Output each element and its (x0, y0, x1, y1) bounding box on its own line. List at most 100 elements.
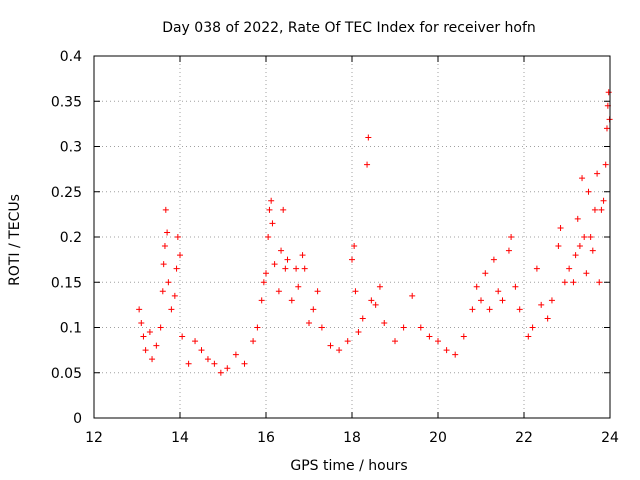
data-point (583, 270, 590, 277)
data-point (352, 288, 359, 295)
data-point (162, 206, 169, 213)
data-point (469, 306, 476, 313)
y-tick-label: 0.35 (51, 94, 82, 110)
y-tick-label: 0.4 (60, 49, 82, 65)
data-point (570, 279, 577, 286)
data-point (299, 252, 306, 259)
data-point (409, 292, 416, 299)
data-point (278, 247, 285, 254)
chart-title: Day 038 of 2022, Rate Of TEC Index for r… (162, 20, 536, 36)
data-point (460, 333, 467, 340)
data-point (165, 279, 172, 286)
data-point (136, 306, 143, 313)
data-point (557, 224, 564, 231)
data-point (211, 360, 218, 367)
data-point (603, 125, 610, 132)
data-point (185, 360, 192, 367)
data-point (157, 324, 164, 331)
data-point (400, 324, 407, 331)
data-point (548, 297, 555, 304)
data-point (435, 338, 441, 345)
data-point (260, 279, 267, 286)
data-point (544, 315, 551, 322)
data-point (473, 283, 480, 290)
data-point (365, 134, 372, 141)
data-point (486, 306, 493, 313)
data-point (173, 265, 180, 272)
data-point (174, 234, 181, 240)
data-point (314, 288, 321, 295)
data-point (452, 351, 459, 358)
data-point (153, 342, 160, 349)
data-point (417, 324, 424, 331)
data-point (349, 256, 355, 263)
data-point (198, 347, 205, 354)
data-point (280, 206, 287, 213)
data-point (177, 252, 183, 259)
data-point (224, 365, 231, 372)
data-point (587, 234, 594, 240)
data-point (591, 206, 598, 213)
data-point (372, 301, 379, 308)
data-point (284, 256, 291, 263)
data-point (142, 347, 149, 354)
data-point (426, 333, 433, 340)
data-point (138, 319, 145, 326)
data-point (538, 301, 545, 308)
data-point (310, 306, 317, 313)
data-point (499, 297, 506, 304)
data-point (161, 243, 168, 250)
data-point (598, 206, 605, 213)
data-point (306, 319, 312, 326)
data-point (164, 229, 171, 236)
data-point (579, 175, 586, 182)
data-point (512, 283, 519, 290)
data-point (516, 306, 523, 313)
data-point (533, 265, 540, 272)
data-point (168, 306, 175, 313)
data-point (301, 265, 308, 272)
data-point (232, 351, 239, 358)
data-point (585, 188, 592, 195)
data-point (482, 270, 489, 277)
data-point (271, 261, 278, 268)
data-point (392, 338, 398, 345)
data-point (443, 347, 450, 354)
data-point (263, 270, 269, 277)
data-point (179, 333, 186, 340)
data-point (336, 347, 343, 354)
data-point (269, 220, 276, 227)
data-point (490, 256, 497, 263)
y-tick-label: 0.05 (51, 366, 82, 382)
data-point (555, 243, 562, 250)
data-point (596, 279, 603, 286)
data-point (364, 161, 371, 168)
data-point (241, 360, 248, 367)
data-point (327, 342, 334, 349)
data-point (589, 247, 596, 254)
x-tick-label: 12 (85, 430, 103, 446)
data-point (600, 197, 607, 204)
data-point (576, 243, 583, 250)
x-tick-label: 16 (257, 430, 275, 446)
data-point (268, 197, 275, 204)
data-point (368, 297, 375, 304)
x-tick-label: 20 (429, 430, 447, 446)
data-point (295, 283, 302, 290)
data-point (275, 288, 282, 295)
x-tick-label: 14 (171, 430, 189, 446)
data-point (258, 297, 265, 304)
y-tick-label: 0.25 (51, 185, 82, 201)
data-point (254, 324, 261, 331)
y-axis-label: ROTI / TECUs (7, 194, 23, 286)
data-points (136, 89, 613, 376)
x-tick-label: 18 (343, 430, 361, 446)
data-point (581, 234, 588, 240)
data-point (149, 356, 156, 363)
data-point (478, 297, 484, 304)
data-point (146, 329, 153, 336)
data-point (282, 265, 289, 272)
x-tick-label: 22 (515, 430, 533, 446)
x-tick-label: 24 (601, 430, 619, 446)
